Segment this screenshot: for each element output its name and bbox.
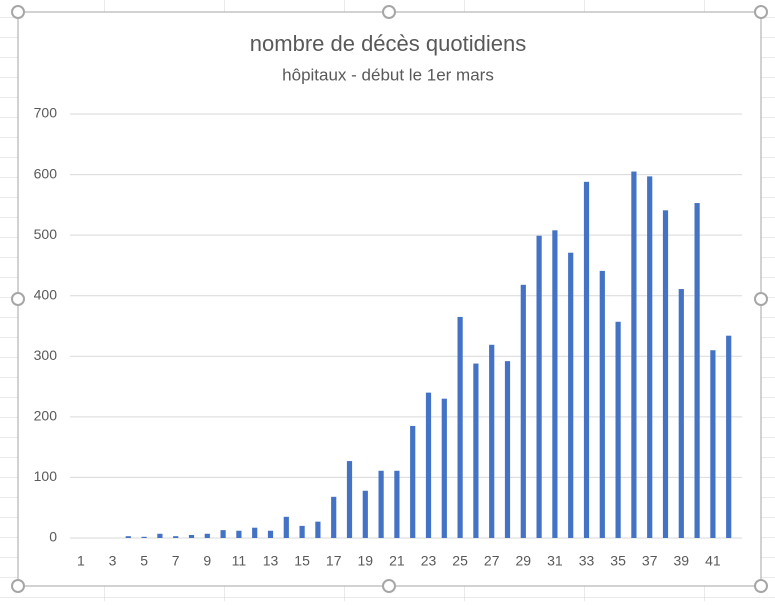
bar (157, 533, 163, 538)
bar (678, 289, 684, 538)
x-tick-label: 13 (263, 553, 279, 569)
x-tick-label: 1 (77, 553, 85, 569)
bar (694, 203, 700, 539)
bar (536, 235, 542, 538)
bar (473, 363, 479, 538)
x-tick-label: 5 (140, 553, 148, 569)
handle[interactable] (11, 579, 25, 593)
x-tick-label: 7 (172, 553, 180, 569)
x-tick-label: 15 (294, 553, 310, 569)
bar (631, 171, 637, 539)
handle[interactable] (382, 5, 396, 19)
bar (394, 470, 400, 538)
bar (457, 316, 463, 538)
x-tick-label: 35 (610, 553, 626, 569)
bar (520, 284, 526, 538)
x-tick-label: 25 (452, 553, 468, 569)
bar (188, 534, 195, 538)
bar (204, 533, 210, 538)
x-tick-label: 3 (109, 553, 117, 569)
bar (299, 525, 305, 538)
y-tick-label: 500 (34, 226, 58, 242)
x-tick-label: 39 (674, 553, 690, 569)
y-tick-label: 600 (34, 165, 58, 181)
x-tick-label: 31 (547, 553, 563, 569)
chart-title: nombre de décès quotidiens (250, 31, 526, 56)
bar (283, 516, 289, 538)
handle[interactable] (754, 292, 768, 306)
x-tick-label: 19 (358, 553, 374, 569)
x-tick-label: 29 (516, 553, 532, 569)
x-tick-label: 37 (642, 553, 658, 569)
bar (583, 181, 590, 538)
x-tick-label: 11 (232, 553, 247, 569)
x-tick-label: 23 (421, 553, 437, 569)
y-tick-label: 700 (34, 105, 58, 121)
chart-subtitle: hôpitaux - début le 1er mars (282, 65, 494, 84)
bar (125, 536, 131, 538)
selection-handles (11, 5, 768, 593)
handle[interactable] (754, 5, 768, 19)
handle[interactable] (754, 579, 768, 593)
x-tick-label: 27 (484, 553, 500, 569)
y-tick-label: 300 (34, 347, 58, 363)
bar (726, 335, 732, 538)
y-tick-label: 100 (34, 468, 58, 484)
chart-area[interactable] (17, 11, 762, 587)
bar (252, 527, 258, 538)
y-tick-label: 200 (34, 408, 58, 424)
bar (662, 210, 669, 538)
x-tick-label: 17 (326, 553, 342, 569)
bar (236, 530, 242, 538)
bar (441, 398, 447, 538)
x-tick-label: 41 (705, 553, 721, 569)
bar (489, 344, 495, 538)
bar (647, 176, 653, 539)
bar (410, 425, 416, 538)
bar (346, 461, 353, 538)
bar (141, 536, 147, 538)
bar (552, 230, 558, 538)
bar (331, 496, 337, 538)
handle[interactable] (11, 5, 25, 19)
handle[interactable] (382, 579, 396, 593)
y-tick-label: 0 (49, 529, 57, 545)
bar (378, 470, 384, 538)
x-tick-label: 33 (579, 553, 595, 569)
handle[interactable] (11, 292, 25, 306)
bar (710, 350, 716, 538)
bar (315, 521, 321, 538)
bar (599, 270, 605, 538)
bar (568, 252, 574, 539)
y-tick-label: 400 (34, 286, 58, 302)
x-tick-label: 9 (203, 553, 211, 569)
bar (267, 530, 274, 538)
bar (615, 321, 621, 538)
bar (504, 361, 511, 538)
bar (173, 536, 179, 538)
x-tick-label: 21 (389, 553, 405, 569)
bar (220, 530, 226, 538)
bar (425, 392, 432, 538)
bar (362, 490, 368, 538)
